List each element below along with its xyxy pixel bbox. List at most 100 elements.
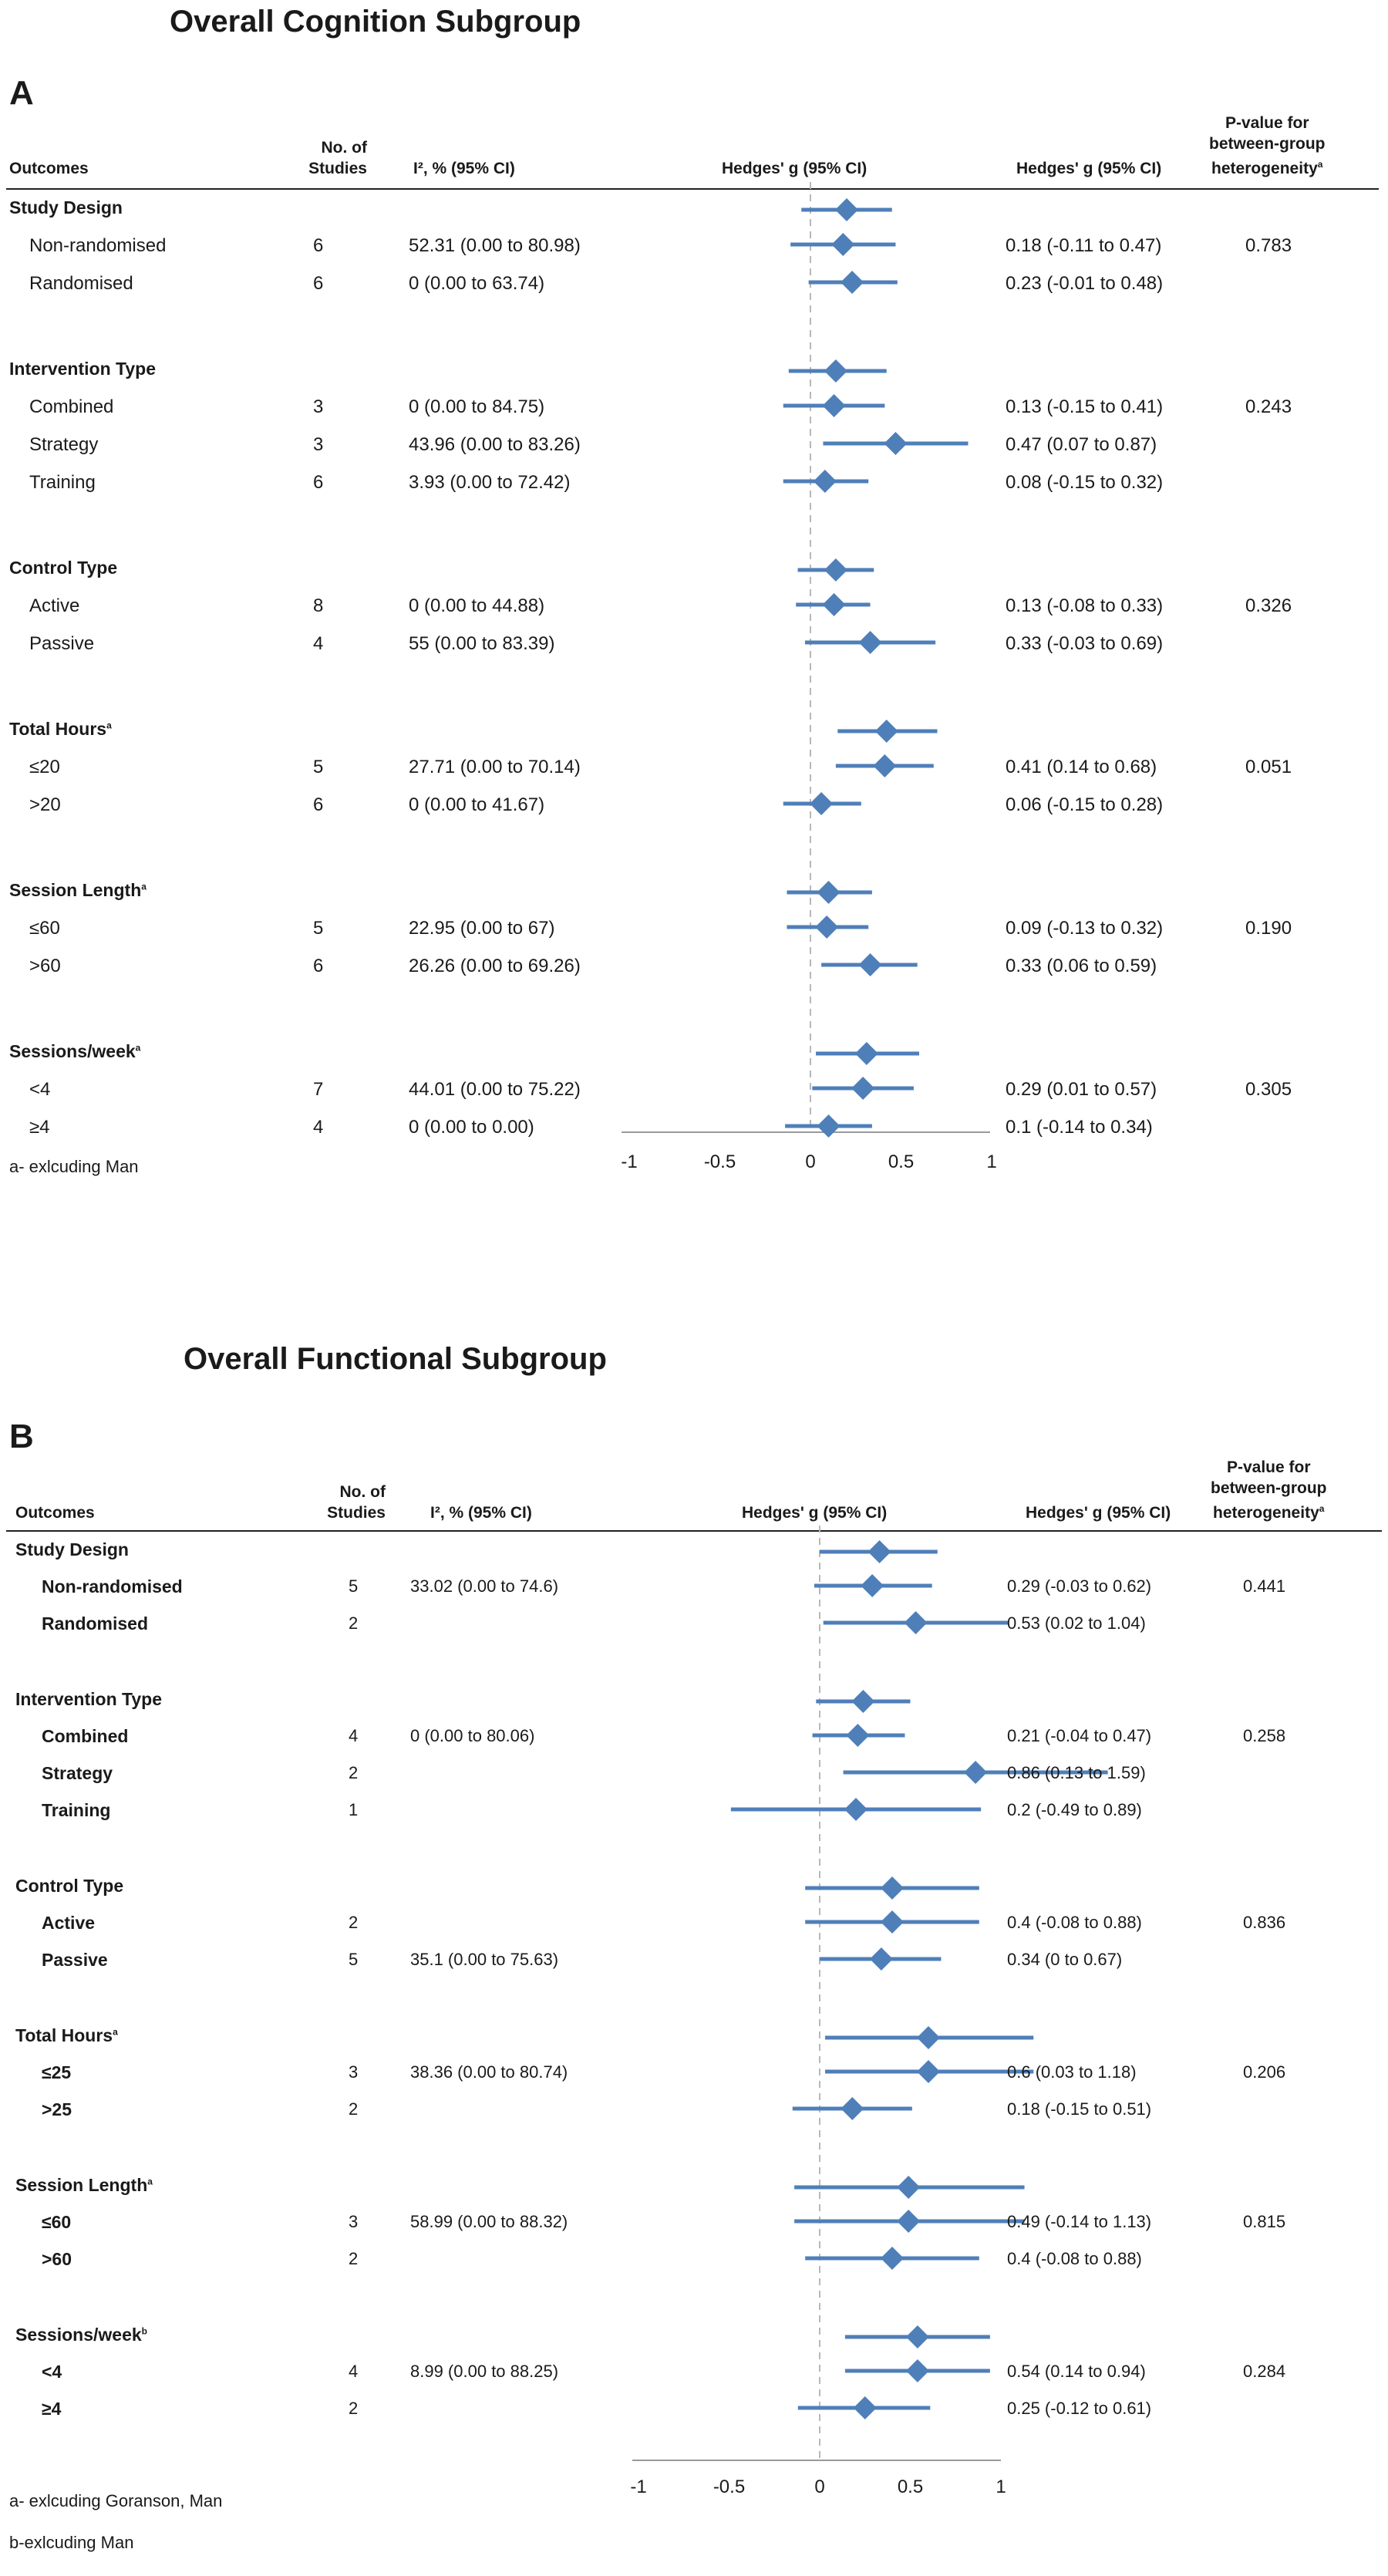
row-hedges-g: 0.4 (-0.08 to 0.88) (1007, 2249, 1142, 2268)
row-label: ≤25 (42, 2062, 72, 2082)
col-header-outcomes-line: Outcomes (15, 1502, 95, 1523)
row-studies: 5 (349, 1576, 359, 1596)
table-row: Passive 4 55 (0.00 to 83.39) 0.33 (-0.03 to… (0, 633, 1388, 667)
row-label: Non-randomised (42, 1576, 183, 1597)
col-header-i2-text: I², % (95% CI) (413, 160, 515, 177)
col-header-pvalue-text: between-group (1211, 1479, 1327, 1497)
row-label: ≤60 (29, 918, 60, 939)
row-hedges-g: 0.41 (0.14 to 0.68) (1006, 757, 1157, 777)
row-marker (831, 233, 855, 256)
pvalue-footnote-marker: a (1317, 159, 1323, 170)
col-header-pvalue-line: P-value for (1211, 1457, 1327, 1478)
row-hedges-g: 0.54 (0.14 to 0.94) (1007, 2362, 1146, 2381)
row-i2: 8.99 (0.00 to 88.25) (410, 2362, 559, 2381)
subgroup-header: Total Hoursa (0, 719, 1388, 753)
row-label: <4 (29, 1079, 51, 1100)
col-header-pvalue-line: P-value for (1209, 113, 1326, 133)
row-marker (841, 271, 864, 294)
row-label: Active (42, 1913, 96, 1933)
row-pvalue: 0.190 (1245, 918, 1292, 939)
table-row: Strategy 3 43.96 (0.00 to 83.26) 0.47 (0.07… (0, 434, 1388, 468)
row-label: Combined (29, 396, 114, 417)
subgroup-pooled-marker (824, 359, 847, 383)
row-marker (897, 2210, 921, 2233)
forest-plot: -1 -0.5 0 0.5 1 (621, 182, 997, 1172)
subgroup-name-text: Total Hours (15, 2025, 113, 2045)
x-tick-label: 0 (814, 2477, 824, 2497)
subgroup-name: Session Lengtha (9, 880, 147, 901)
table-row: ≥4 4 0 (0.00 to 0.00) 0.1 (-0.14 to 0.34) (0, 1117, 1388, 1151)
row-label: ≥4 (29, 1117, 50, 1138)
col-header-outcomes-text: Outcomes (9, 160, 89, 177)
row-label: Strategy (42, 1763, 113, 1783)
row-hedges-g: 0.47 (0.07 to 0.87) (1006, 434, 1157, 455)
subgroup-header: Session Lengtha (0, 880, 1388, 914)
x-tick-label: 0.5 (898, 2477, 923, 2497)
row-studies: 2 (349, 2249, 359, 2268)
footnote: a- exlcuding Goranson, Man (9, 2491, 223, 2510)
row-hedges-g: 0.23 (-0.01 to 0.48) (1006, 273, 1164, 294)
col-header-i2-line: I², % (95% CI) (413, 158, 515, 179)
row-marker (869, 1947, 893, 1971)
row-i2: 0 (0.00 to 41.67) (409, 794, 545, 815)
row-label: >60 (42, 2249, 72, 2269)
row-i2: 27.71 (0.00 to 70.14) (409, 757, 581, 777)
table-row: Active 8 0 (0.00 to 44.88) 0.13 (-0.08 to 0… (0, 595, 1388, 629)
row-pvalue: 0.326 (1245, 595, 1292, 616)
row-marker (873, 754, 897, 777)
row-label: ≤20 (29, 757, 60, 777)
row-i2: 0 (0.00 to 84.75) (409, 396, 545, 417)
forest-plot: -1 -0.5 0 0.5 1 (630, 1526, 1108, 2497)
col-header-g: Hedges' g (95% CI) (1026, 1502, 1171, 1523)
row-pvalue: 0.305 (1245, 1079, 1292, 1100)
row-studies: 4 (349, 2362, 359, 2381)
col-header-plot-text: Hedges' g (95% CI) (722, 160, 868, 177)
x-tick-label: 1 (986, 1151, 996, 1172)
row-studies: 2 (349, 1913, 359, 1932)
subgroup-pooled-marker (917, 2026, 940, 2049)
subgroup-pooled-marker (874, 720, 898, 743)
col-header-pvalue-text: heterogeneity (1211, 160, 1318, 177)
row-marker (822, 394, 846, 417)
col-header-studies-text: Studies (308, 160, 367, 177)
subgroup-pooled-marker (868, 1540, 891, 1563)
row-studies: 6 (313, 794, 324, 815)
row-hedges-g: 0.09 (-0.13 to 0.32) (1006, 918, 1164, 939)
subgroup-header: Control Type (0, 558, 1388, 592)
col-header-plot: Hedges' g (95% CI) (722, 158, 867, 179)
row-hedges-g: 0.33 (0.06 to 0.59) (1006, 956, 1157, 976)
col-header-pvalue-text: P-value for (1225, 114, 1309, 132)
row-pvalue: 0.783 (1245, 235, 1292, 256)
subgroup-name-text: Control Type (15, 1876, 124, 1896)
row-studies: 3 (313, 434, 324, 455)
col-header-plot-line: Hedges' g (95% CI) (722, 158, 867, 179)
row-i2: 52.31 (0.00 to 80.98) (409, 235, 581, 256)
table-row: <4 7 44.01 (0.00 to 75.22) 0.29 (0.01 to 0.… (0, 1079, 1388, 1113)
col-header-pvalue-line: heterogeneitya (1209, 154, 1326, 179)
row-pvalue: 0.836 (1243, 1913, 1286, 1932)
subgroup-name-text: Study Design (9, 197, 123, 217)
col-header-studies: No. of Studies (308, 137, 367, 179)
row-hedges-g: 0.08 (-0.15 to 0.32) (1006, 472, 1164, 493)
col-header-plot-text: Hedges' g (95% CI) (742, 1504, 888, 1522)
row-hedges-g: 0.13 (-0.15 to 0.41) (1006, 396, 1164, 417)
row-marker (844, 1798, 868, 1821)
row-marker (917, 2060, 940, 2083)
row-label: ≤60 (42, 2212, 72, 2232)
chart-title: Overall Functional Subgroup (184, 1342, 607, 1376)
subgroup-header: Total Hoursa (0, 2025, 1388, 2059)
row-label: Training (29, 472, 96, 493)
row-label: Randomised (42, 1613, 149, 1634)
col-header-g-line: Hedges' g (95% CI) (1026, 1502, 1171, 1523)
row-studies: 4 (313, 633, 324, 654)
col-header-i2: I², % (95% CI) (413, 158, 515, 179)
row-i2: 58.99 (0.00 to 88.32) (410, 2212, 568, 2231)
row-studies: 2 (349, 1763, 359, 1782)
subgroup-name: Study Design (15, 1539, 129, 1560)
row-i2: 33.02 (0.00 to 74.6) (410, 1576, 559, 1596)
row-studies: 3 (349, 2212, 359, 2231)
row-hedges-g: 0.21 (-0.04 to 0.47) (1007, 1726, 1152, 1745)
table-row: Combined 3 0 (0.00 to 84.75) 0.13 (-0.15 to… (0, 396, 1388, 430)
panel-b: Overall Functional Subgroup B Outcomes No. … (0, 1311, 1388, 2575)
subgroup-name: Study Design (9, 197, 123, 218)
